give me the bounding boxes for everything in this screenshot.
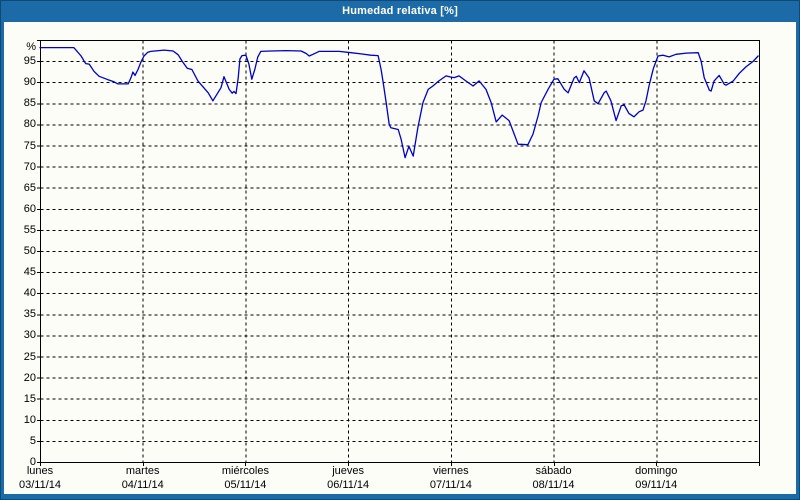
- y-tick-label: 0: [29, 456, 36, 468]
- day-date: 04/11/14: [121, 479, 164, 491]
- x-day-label: lunes 03/11/14: [0, 464, 85, 492]
- y-tick-label: 65: [23, 181, 36, 194]
- x-day-label: domingo 09/11/14: [611, 464, 701, 492]
- y-tick-label: 35: [23, 308, 36, 321]
- chart-content: % 0 5 10 15 20 25 30 35 40 45 50 55 60 65 70 75 80 85 90 95 …: [4, 22, 796, 494]
- y-tick-label: 70: [23, 160, 36, 173]
- plot-area: [37, 40, 760, 466]
- y-tick-label: 50: [23, 245, 36, 257]
- y-tick-label: 45: [23, 266, 36, 279]
- y-tick-label: 55: [23, 223, 36, 236]
- day-date: 05/11/14: [224, 479, 267, 491]
- y-tick-label: 20: [23, 371, 36, 384]
- y-tick-label: 15: [23, 392, 36, 405]
- day-name: miércoles: [221, 465, 269, 477]
- y-tick-label: 75: [23, 139, 36, 152]
- y-axis-unit-label: %: [26, 41, 36, 54]
- y-tick-label: 85: [23, 97, 36, 110]
- day-name: sábado: [535, 465, 572, 477]
- y-tick-label: 95: [23, 55, 36, 68]
- day-name: jueves: [332, 465, 365, 477]
- day-name: domingo: [635, 465, 678, 477]
- day-date: 07/11/14: [429, 479, 472, 491]
- y-tick-label: 30: [23, 329, 36, 342]
- humidity-line: [39, 46, 759, 159]
- day-date: 06/11/14: [327, 479, 370, 491]
- day-name: martes: [125, 465, 160, 477]
- x-day-label: martes 04/11/14: [98, 464, 188, 492]
- day-name: lunes: [26, 465, 54, 477]
- plot-border: [40, 40, 760, 463]
- y-tick-label: 80: [23, 118, 36, 131]
- y-tick-label: 25: [23, 350, 36, 363]
- y-tick-label: 5: [29, 434, 36, 447]
- day-date: 09/11/14: [635, 479, 678, 491]
- x-day-label: viernes 07/11/14: [406, 464, 496, 492]
- x-day-label: miércoles 05/11/14: [200, 464, 290, 492]
- x-day-label: jueves 06/11/14: [303, 464, 393, 492]
- y-tick-label: 90: [23, 76, 36, 89]
- page-title: Humedad relativa [%]: [342, 5, 458, 17]
- day-date: 03/11/14: [18, 479, 61, 491]
- y-tick-label: 40: [23, 287, 36, 300]
- y-tick-label: 10: [23, 413, 36, 426]
- day-date: 08/11/14: [532, 479, 575, 491]
- title-bar: Humedad relativa [%]: [1, 1, 799, 21]
- x-day-label: sábado 08/11/14: [509, 464, 599, 492]
- day-name: viernes: [433, 465, 469, 477]
- y-tick-label: 60: [23, 202, 36, 215]
